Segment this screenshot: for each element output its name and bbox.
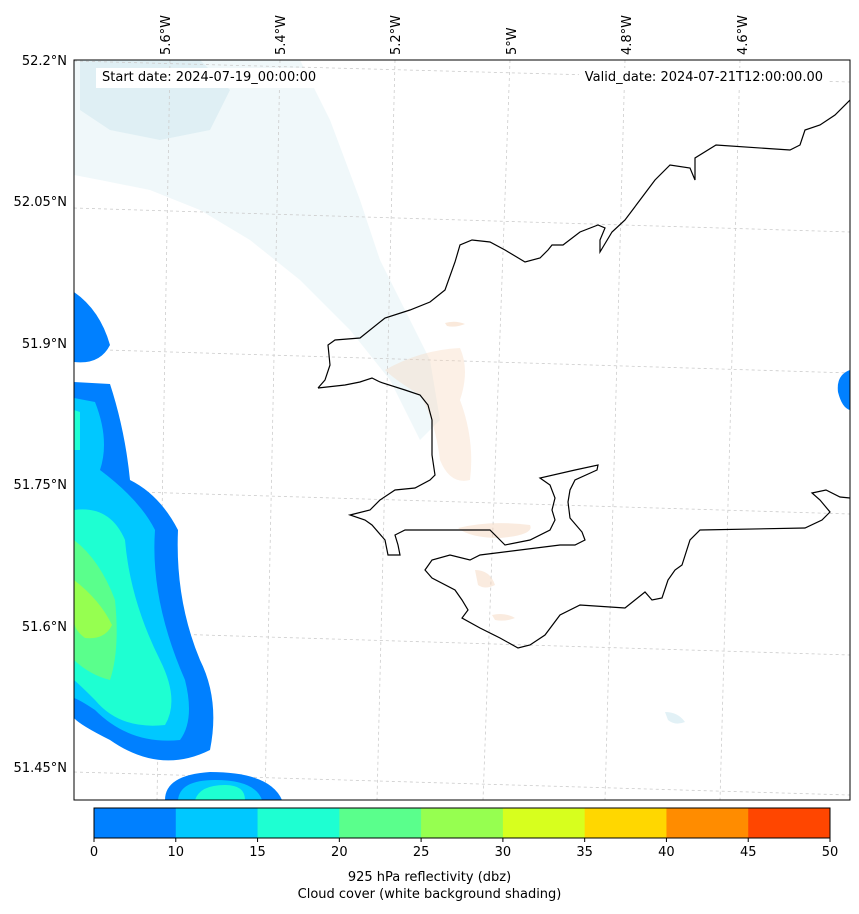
map-area xyxy=(74,60,850,800)
longitude-label: 5.4°W xyxy=(274,15,289,55)
latitude-label: 52.2°N xyxy=(22,54,67,69)
latitude-label: 51.75°N xyxy=(14,478,67,493)
colorbar-segment xyxy=(421,808,504,838)
longitude-label: 5.6°W xyxy=(159,15,174,55)
faint-reflectivity-patch xyxy=(475,570,495,588)
colorbar-tick-label: 40 xyxy=(658,845,675,860)
colorbar-segment xyxy=(94,808,177,838)
coastline xyxy=(317,99,850,389)
longitude-labels: 5.6°W 5.4°W 5.2°W 5°W 4.8°W 4.6°W xyxy=(159,15,751,55)
valid-date-label: Valid_date: 2024-07-21T12:00:00.00 xyxy=(578,68,829,88)
faint-reflectivity-patch xyxy=(445,321,465,327)
latitude-label: 51.6°N xyxy=(22,620,67,635)
colorbar: 0 10 15 20 25 30 35 40 45 50 xyxy=(90,807,839,860)
latitude-labels: 52.2°N 52.05°N 51.9°N 51.75°N 51.6°N 51.… xyxy=(14,54,67,776)
latitude-label: 52.05°N xyxy=(14,195,67,210)
colorbar-tick-label: 20 xyxy=(331,845,348,860)
reflectivity-0-10 xyxy=(74,292,110,363)
reflectivity-25-30 xyxy=(74,580,112,639)
cloud-cover-shading xyxy=(74,60,440,440)
colorbar-tick-label: 0 xyxy=(90,845,98,860)
longitude-label: 4.6°W xyxy=(736,15,751,55)
longitude-label: 5°W xyxy=(505,27,520,55)
longitude-label: 5.2°W xyxy=(389,15,404,55)
latitude-label: 51.9°N xyxy=(22,337,67,352)
colorbar-tick-label: 25 xyxy=(413,845,430,860)
reflectivity-field xyxy=(74,292,850,800)
colorbar-label: 925 hPa reflectivity (dbz) xyxy=(347,870,512,885)
reflectivity-15-20 xyxy=(195,785,245,800)
faint-reflectivity-patch xyxy=(458,523,531,538)
colorbar-segment xyxy=(666,808,749,838)
colorbar-segment xyxy=(175,808,259,838)
start-date-label: Start date: 2024-07-19_00:00:00 xyxy=(96,68,323,88)
coastline xyxy=(317,377,850,649)
colorbar-segment xyxy=(584,808,667,838)
colorbar-tick-label: 35 xyxy=(576,845,593,860)
faint-reflectivity-patch xyxy=(492,614,515,621)
colorbar-tick-label: 10 xyxy=(168,845,185,860)
colorbar-segment xyxy=(502,808,586,838)
colorbar-segment xyxy=(339,808,422,838)
colorbar-segment xyxy=(748,808,831,838)
latitude-label: 51.45°N xyxy=(14,761,67,776)
colorbar-tick-label: 30 xyxy=(495,845,512,860)
colorbar-frame xyxy=(93,807,831,839)
reflectivity-10-15 xyxy=(74,410,80,450)
colorbar-tick-label: 15 xyxy=(249,845,266,860)
map-frame xyxy=(73,59,851,801)
longitude-label: 4.8°W xyxy=(620,15,635,55)
colorbar-sublabel: Cloud cover (white background shading) xyxy=(297,887,562,902)
colorbar-tick-label: 50 xyxy=(822,845,839,860)
colorbar-tick-label: 45 xyxy=(740,845,757,860)
colorbar-segment xyxy=(257,808,340,838)
faint-reflectivity-patch xyxy=(665,712,685,724)
faint-reflectivity-patch xyxy=(385,348,472,481)
reflectivity-0-10 xyxy=(837,370,850,410)
